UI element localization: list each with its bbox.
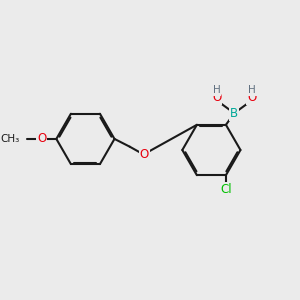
Text: O: O	[212, 91, 221, 104]
Text: O: O	[247, 91, 256, 104]
Text: H: H	[248, 85, 256, 95]
Text: O: O	[140, 148, 149, 161]
Text: B: B	[230, 107, 238, 120]
Text: Cl: Cl	[220, 183, 232, 196]
Text: O: O	[37, 132, 46, 146]
Text: CH₃: CH₃	[0, 134, 20, 144]
Text: H: H	[213, 85, 220, 95]
